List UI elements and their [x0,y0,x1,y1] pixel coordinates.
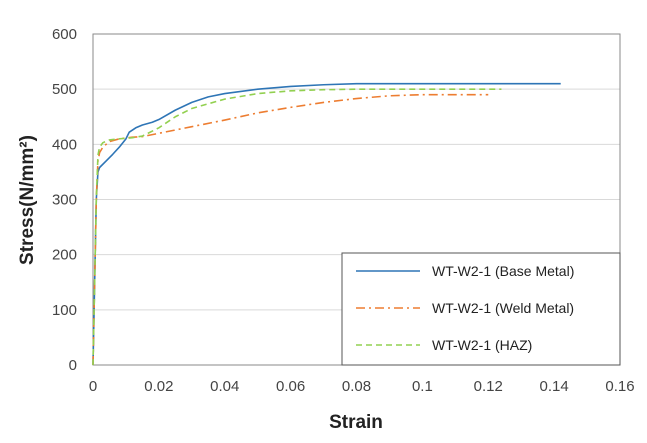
x-tick-label: 0.1 [412,378,433,395]
x-tick-label: 0.16 [605,378,634,395]
y-axis-title: Stress(N/mm²) [17,135,38,265]
x-tick-label: 0.08 [342,378,371,395]
y-tick-label: 300 [52,192,77,209]
series-line-2 [92,93,489,366]
x-tick-label: 0.12 [474,378,503,395]
y-tick-label: 600 [52,26,77,43]
x-axis-tick-labels: 0 0.02 0.04 0.06 0.08 0.1 0.12 0.14 0.16 [89,378,635,395]
x-tick-label: 0 [89,378,97,395]
x-tick-label: 0.02 [144,378,173,395]
y-axis-tick-labels: 0 100 200 300 400 500 600 [52,26,77,374]
legend-label-3: WT-W2-1 (HAZ) [432,337,532,353]
legend-label-1: WT-W2-1 (Base Metal) [432,263,574,279]
x-tick-label: 0.06 [276,378,305,395]
y-tick-label: 200 [52,247,77,264]
x-tick-label: 0.14 [540,378,569,395]
y-tick-label: 400 [52,136,77,153]
series-line-3 [92,88,502,366]
x-axis-title: Strain [329,412,383,433]
series-line-1 [92,82,561,366]
series-lines [92,82,561,366]
y-tick-label: 0 [69,357,77,374]
y-tick-label: 500 [52,81,77,98]
legend-label-2: WT-W2-1 (Weld Metal) [432,300,574,316]
x-tick-label: 0.04 [210,378,239,395]
y-tick-label: 100 [52,302,77,319]
legend: WT-W2-1 (Base Metal) WT-W2-1 (Weld Metal)… [341,252,621,366]
